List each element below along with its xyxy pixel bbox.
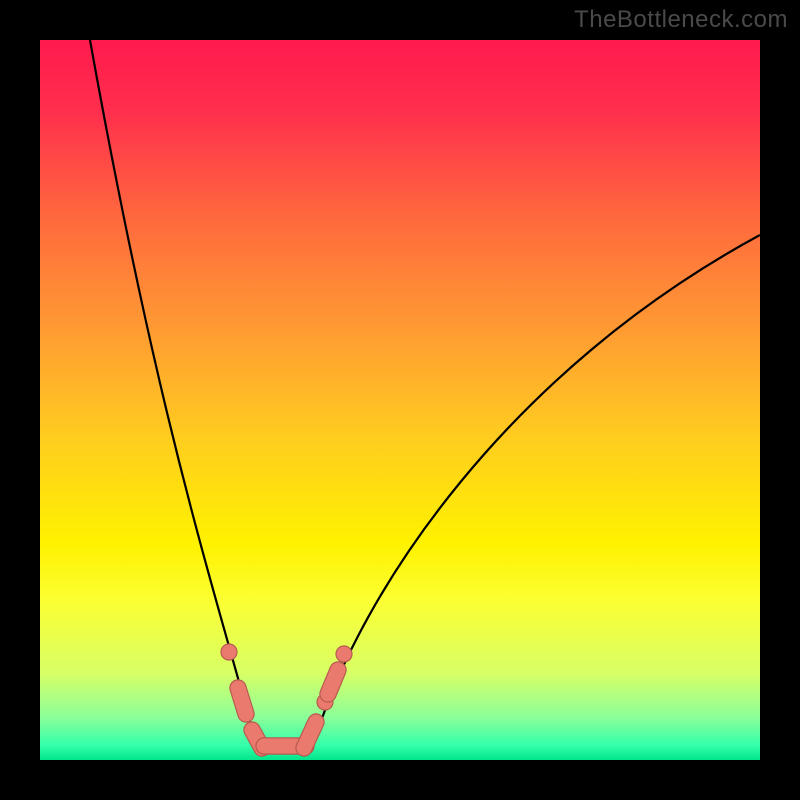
marker-dot xyxy=(221,644,237,660)
marker-dot xyxy=(336,646,352,662)
gradient-background xyxy=(40,40,760,760)
watermark-text: TheBottleneck.com xyxy=(574,6,788,34)
bottleneck-chart xyxy=(0,0,800,800)
marker-pill xyxy=(238,688,246,714)
marker-pill xyxy=(328,670,338,694)
